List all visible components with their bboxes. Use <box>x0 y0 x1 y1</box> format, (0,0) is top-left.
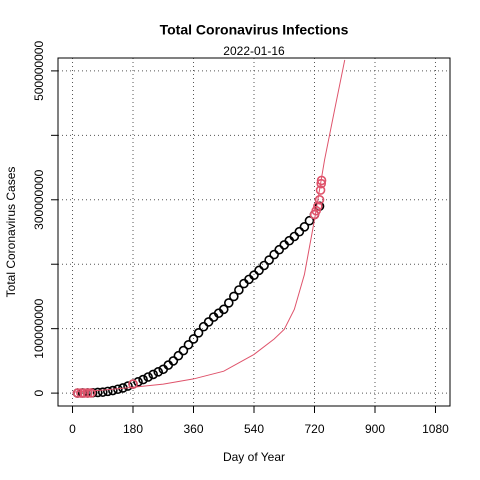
x-tick-label: 360 <box>183 422 203 436</box>
data-point <box>86 388 96 398</box>
data-point <box>138 374 148 385</box>
chart-subtitle: 2022-01-16 <box>223 44 285 58</box>
data-point <box>133 377 143 387</box>
data-point <box>123 381 133 391</box>
data-point <box>103 386 113 397</box>
data-point <box>108 385 118 396</box>
plot-area <box>72 59 346 398</box>
y-tick-label: 500000000 <box>32 41 46 101</box>
data-point <box>82 388 93 398</box>
data-point <box>311 205 321 216</box>
data-point <box>178 345 189 356</box>
x-tick-label: 900 <box>365 422 385 436</box>
data-point <box>274 244 285 255</box>
data-point <box>188 334 199 344</box>
data-point <box>79 388 90 398</box>
y-tick-label: 300000000 <box>32 169 46 229</box>
data-point <box>249 270 259 280</box>
x-tick-label: 0 <box>69 422 76 436</box>
data-point <box>143 372 153 382</box>
data-point <box>294 226 305 237</box>
data-point <box>223 298 234 308</box>
data-point <box>193 328 204 338</box>
data-point <box>183 339 194 350</box>
data-point <box>76 388 86 398</box>
x-tick-label: 540 <box>244 422 264 436</box>
data-point <box>173 350 184 361</box>
data-point <box>264 255 274 265</box>
data-point <box>128 379 138 389</box>
data-point <box>314 194 325 205</box>
grid <box>58 58 450 406</box>
data-point <box>92 387 103 398</box>
data-point <box>153 367 164 377</box>
x-tick-label: 1080 <box>422 422 449 436</box>
x-tick-label: 720 <box>304 422 324 436</box>
chart-title: Total Coronavirus Infections <box>160 22 349 38</box>
data-point <box>203 317 214 327</box>
data-point <box>289 231 300 242</box>
data-point <box>218 304 229 315</box>
data-point <box>148 369 158 380</box>
x-tick-label: 180 <box>123 422 143 436</box>
data-point <box>254 265 264 276</box>
data-point <box>229 291 239 302</box>
y-axis-title: Total Coronavirus Cases <box>4 167 18 298</box>
data-point <box>198 321 209 332</box>
data-point <box>234 285 244 295</box>
data-point <box>168 356 179 366</box>
data-point <box>299 222 310 232</box>
data-point <box>304 215 315 226</box>
data-point <box>72 388 83 398</box>
y-tick-label: 0 <box>32 389 46 396</box>
fit-line <box>72 59 346 393</box>
data-point <box>259 260 269 271</box>
data-point <box>97 387 108 397</box>
y-tick-label: 100000000 <box>32 298 46 358</box>
x-axis-title: Day of Year <box>223 450 285 464</box>
data-point <box>269 249 279 260</box>
